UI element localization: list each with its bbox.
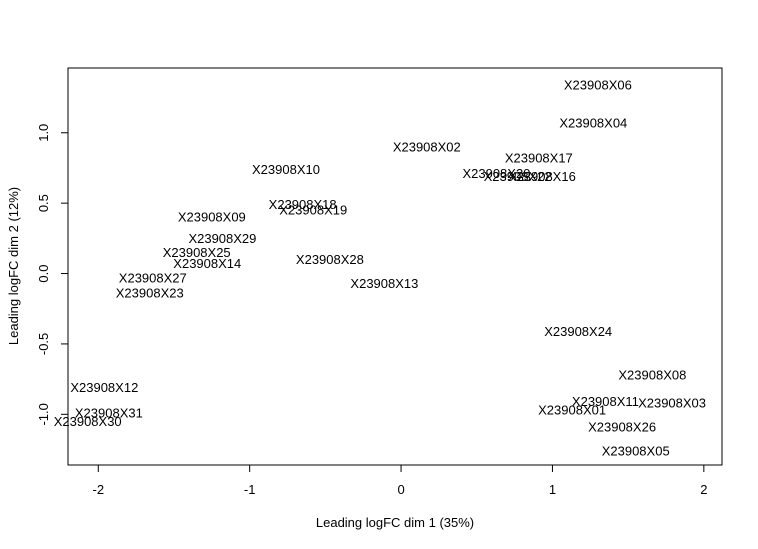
point-label: X23908X27 <box>119 270 187 285</box>
point-labels: X23908X06X23908X04X23908X02X23908X17X239… <box>54 77 706 458</box>
y-tick-label: -0.5 <box>36 333 51 355</box>
point-label: X23908X22 <box>484 169 552 184</box>
point-label: X23908X30 <box>54 414 122 429</box>
point-label: X23908X06 <box>564 77 632 92</box>
point-label: X23908X19 <box>279 203 347 218</box>
point-label: X23908X04 <box>559 115 627 130</box>
point-label: X23908X26 <box>588 419 656 434</box>
point-label: X23908X17 <box>505 151 573 166</box>
point-label: X23908X11 <box>572 394 639 409</box>
x-axis-title: Leading logFC dim 1 (35%) <box>316 515 474 530</box>
x-tick-label: 2 <box>700 482 707 497</box>
point-label: X23908X25 <box>163 245 231 260</box>
x-axis: -2 -1 0 1 2 <box>92 464 707 497</box>
point-label: X23908X02 <box>393 139 461 154</box>
point-label: X23908X08 <box>618 367 686 382</box>
y-axis-title: Leading logFC dim 2 (12%) <box>6 187 21 345</box>
point-label: X23908X24 <box>544 324 612 339</box>
point-label: X23908X28 <box>296 252 364 267</box>
y-axis: -1.0 -0.5 0.0 0.5 1.0 <box>36 124 69 426</box>
x-tick-label: 1 <box>549 482 556 497</box>
point-label: X23908X16 <box>508 169 576 184</box>
point-label: X23908X09 <box>178 210 246 225</box>
y-tick-label: 0.5 <box>36 194 51 212</box>
point-label: X23908X03 <box>638 396 706 411</box>
point-label: X23908X13 <box>350 276 418 291</box>
y-tick-label: -1.0 <box>36 403 51 425</box>
y-tick-label: 1.0 <box>36 124 51 142</box>
point-label: X23908X31 <box>75 405 143 420</box>
point-label: X23908X05 <box>602 443 670 458</box>
point-label: X23908X10 <box>252 162 320 177</box>
point-label: X23908X14 <box>173 256 241 271</box>
x-tick-label: -1 <box>244 482 256 497</box>
x-tick-label: -2 <box>92 482 104 497</box>
x-tick-label: 0 <box>397 482 404 497</box>
point-label: X23908X18 <box>269 197 337 212</box>
y-tick-label: 0.0 <box>36 264 51 282</box>
point-label: X23908X01 <box>538 403 606 418</box>
point-label: X23908X20 <box>462 166 530 181</box>
point-label: X23908X23 <box>116 286 184 301</box>
point-label: X23908X29 <box>188 231 256 246</box>
point-label: X23908X12 <box>70 380 138 395</box>
